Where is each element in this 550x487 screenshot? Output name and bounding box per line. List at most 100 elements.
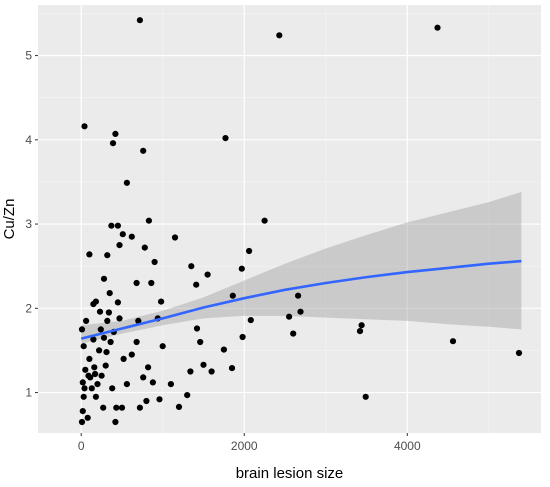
data-point [92, 393, 99, 400]
data-point [143, 397, 150, 405]
x-tick-label: 0 [78, 439, 85, 453]
data-point [149, 379, 156, 386]
data-point [290, 330, 297, 337]
data-point [79, 408, 86, 415]
major-gridlines [38, 5, 541, 433]
data-point [151, 258, 158, 266]
data-point [119, 231, 126, 238]
data-point [187, 368, 194, 375]
data-point [133, 338, 140, 346]
data-point [128, 351, 135, 358]
data-point [100, 334, 108, 341]
y-tick-label: 2 [25, 301, 32, 315]
data-point [204, 271, 211, 278]
data-point [108, 222, 115, 229]
data-point [109, 140, 117, 147]
data-point [141, 244, 148, 251]
data-point [358, 322, 365, 329]
data-point [98, 372, 105, 379]
data-point [297, 308, 304, 315]
data-point [145, 217, 152, 224]
data-point [175, 403, 183, 410]
data-point [135, 317, 142, 324]
data-point [434, 24, 441, 31]
data-point [112, 418, 119, 426]
data-point [276, 32, 283, 39]
data-point [90, 336, 97, 343]
data-point [88, 385, 95, 392]
data-point [120, 355, 127, 362]
data-point [286, 313, 293, 320]
data-point [113, 404, 120, 411]
data-point [116, 315, 123, 322]
minor-gridlines [38, 5, 541, 433]
data-point [247, 317, 254, 324]
data-point [87, 374, 94, 381]
data-point [156, 396, 163, 403]
data-point [118, 404, 126, 411]
data-point [128, 233, 135, 240]
data-point [515, 349, 523, 357]
data-point [96, 347, 103, 354]
data-point [100, 275, 108, 282]
data-point [449, 338, 457, 345]
data-point [136, 17, 143, 24]
data-point [362, 393, 369, 400]
data-point [86, 355, 93, 362]
data-point [145, 364, 152, 371]
data-point [114, 222, 121, 229]
data-point [86, 251, 93, 258]
data-point [92, 298, 99, 305]
data-point [171, 234, 179, 241]
confidence-band-layer [81, 192, 522, 344]
trend-line [80, 259, 522, 340]
data-point [140, 147, 147, 154]
data-point [100, 404, 107, 411]
data-point [91, 364, 98, 371]
data-point [123, 179, 130, 186]
data-point [78, 418, 86, 426]
data-point [140, 374, 147, 381]
y-tick-label: 3 [25, 217, 32, 231]
data-point [208, 368, 215, 375]
data-point [193, 325, 201, 332]
data-point [114, 299, 121, 306]
data-point [104, 252, 111, 259]
x-tick-label: 2000 [231, 439, 258, 453]
data-point [239, 333, 246, 341]
data-point [97, 326, 104, 333]
data-point [197, 338, 204, 346]
data-point [193, 281, 200, 288]
data-point [82, 366, 89, 373]
data-point [229, 292, 236, 299]
x-axis-ticks: 0 2000 4000 [78, 433, 421, 453]
data-point [222, 135, 229, 142]
data-point [81, 385, 88, 392]
y-tick-label: 5 [25, 49, 32, 63]
y-axis-ticks: 1 2 3 4 5 [25, 49, 38, 400]
data-point [80, 343, 87, 350]
data-point [261, 217, 268, 224]
data-point [158, 298, 165, 305]
data-point [83, 317, 90, 324]
data-point [200, 361, 207, 368]
x-tick-label: 4000 [394, 439, 421, 453]
data-point [159, 343, 166, 350]
plot-panel [38, 5, 541, 433]
data-point [94, 381, 101, 388]
data-point [105, 309, 112, 316]
data-point [80, 393, 87, 400]
confidence-band [81, 192, 522, 344]
x-axis-title: brain lesion size [236, 465, 344, 482]
data-point [148, 279, 155, 287]
data-point [96, 308, 104, 315]
data-point [109, 385, 116, 392]
data-point [356, 328, 364, 335]
data-point [78, 326, 86, 333]
data-point [136, 404, 143, 411]
data-point [112, 130, 119, 137]
data-point [103, 349, 110, 356]
data-point [102, 362, 109, 369]
data-point [79, 379, 86, 386]
